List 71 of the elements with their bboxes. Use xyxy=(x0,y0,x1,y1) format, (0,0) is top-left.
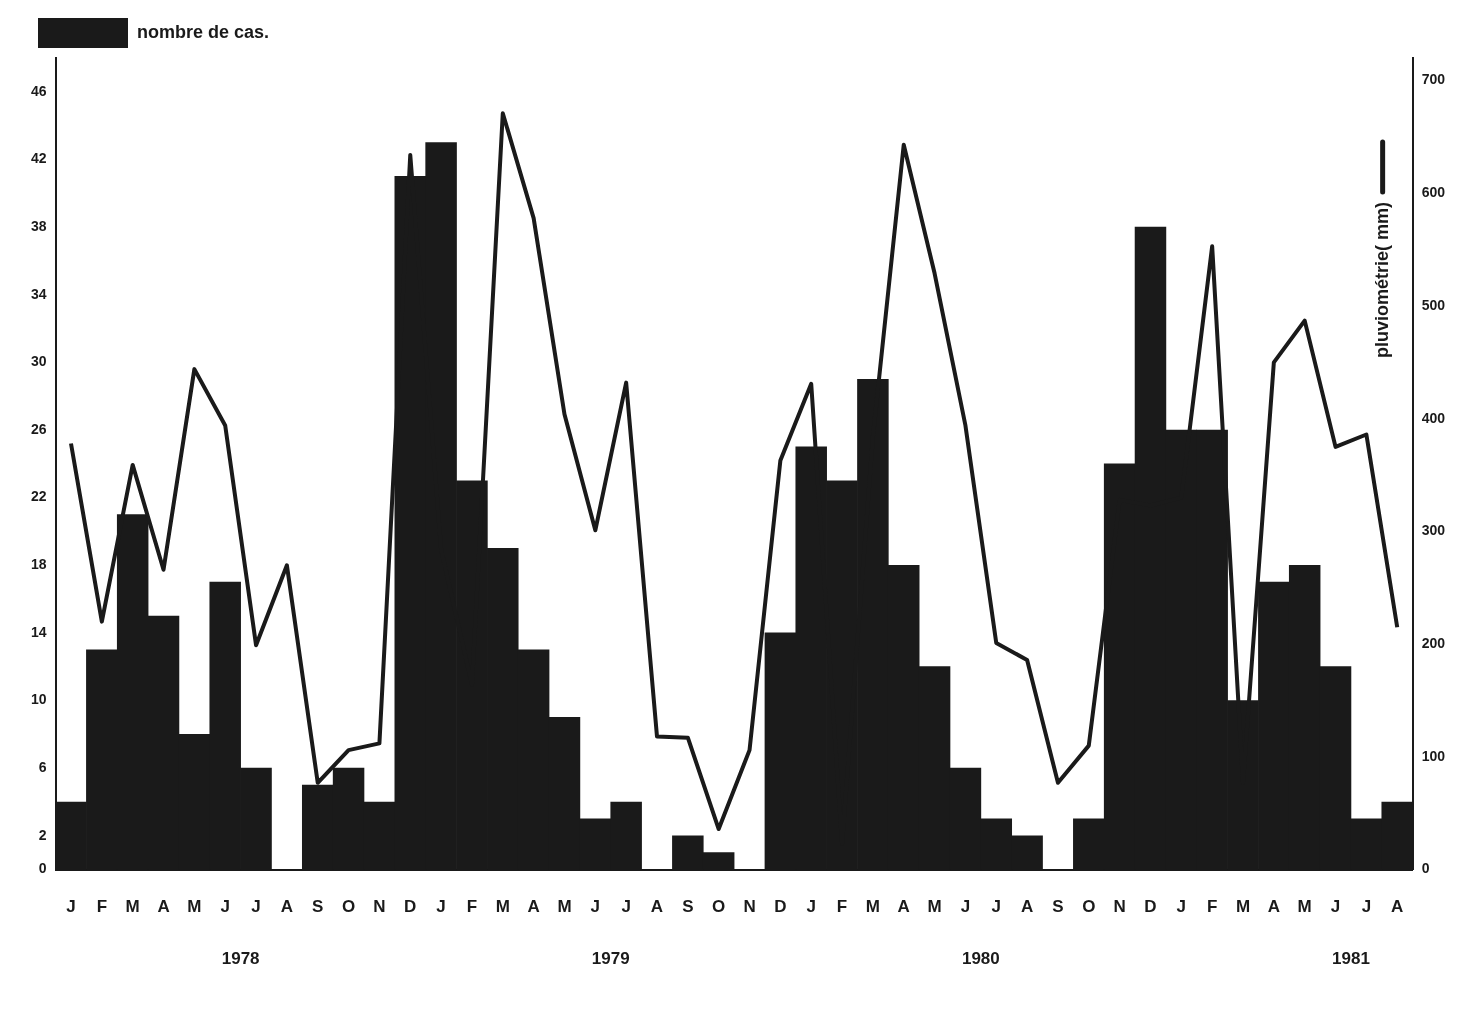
y-tick-label: 10 xyxy=(30,691,47,708)
y-tick-label: 14 xyxy=(30,623,47,640)
y-tick-label: 46 xyxy=(30,82,47,99)
x-tick-label: A xyxy=(1020,897,1034,917)
x-tick-label: M xyxy=(1297,897,1312,917)
x-tick-label: F xyxy=(836,897,848,917)
text: 1981 xyxy=(1332,949,1370,969)
x-tick-label: A xyxy=(1267,897,1280,917)
x-tick-label: J xyxy=(1176,897,1187,917)
x-tick-label: A xyxy=(897,897,910,917)
y2-tick-label: 600 xyxy=(1421,184,1446,201)
x-tick-label: M xyxy=(927,897,942,917)
x-tick-label: F xyxy=(96,897,108,917)
y-tick-label: 26 xyxy=(30,420,47,437)
x-tick-label: M xyxy=(495,897,510,917)
x-tick-label: S xyxy=(312,897,324,917)
x-tick-label: J xyxy=(66,897,76,917)
x-tick-label: J xyxy=(1330,897,1341,917)
x-tick-label: S xyxy=(1052,897,1064,917)
x-tick-label: J xyxy=(806,897,816,917)
x-tick-label: J xyxy=(960,897,971,917)
y-tick-label: 34 xyxy=(30,285,47,302)
y-tick-label: 2 xyxy=(38,826,47,843)
x-tick-label: J xyxy=(621,897,631,917)
x-tick-label: M xyxy=(1235,897,1251,917)
y-tick-label: 18 xyxy=(30,556,47,573)
x-tick-label: D xyxy=(1144,897,1157,917)
y-tick-label: 30 xyxy=(30,353,47,370)
text: 1980 xyxy=(961,949,1000,969)
x-tick-label: N xyxy=(743,897,756,917)
x-tick-label: A xyxy=(280,897,294,917)
x-tick-label: A xyxy=(1391,897,1404,917)
x-tick-label: O xyxy=(712,897,726,917)
x-tick-label: J xyxy=(251,897,261,917)
y2-tick-label: 100 xyxy=(1421,747,1446,764)
y-tick-label: 38 xyxy=(30,217,47,234)
y2-tick-label: 200 xyxy=(1421,635,1446,652)
y-tick-label: 0 xyxy=(38,860,47,877)
x-tick-label: S xyxy=(682,897,694,917)
x-tick-label: J xyxy=(991,897,1001,917)
x-tick-label: D xyxy=(774,897,787,917)
y2-tick-label: 400 xyxy=(1421,409,1446,426)
x-tick-label: F xyxy=(1206,897,1218,917)
y2-tick-label: 0 xyxy=(1421,860,1430,877)
x-tick-label: N xyxy=(1113,897,1126,917)
text: 1978 xyxy=(221,949,260,969)
x-tick-label: M xyxy=(865,897,880,917)
text: 1979 xyxy=(591,949,630,969)
x-tick-label: A xyxy=(527,897,540,917)
x-tick-label: M xyxy=(125,897,140,917)
x-tick-label: J xyxy=(220,897,230,917)
x-tick-label: F xyxy=(466,897,478,917)
x-tick-label: J xyxy=(590,897,601,917)
x-tick-label: M xyxy=(557,897,572,917)
x-tick-label: O xyxy=(1082,897,1096,917)
x-tick-label: J xyxy=(436,897,446,917)
y2-tick-label: 700 xyxy=(1421,71,1446,88)
x-tick-label: N xyxy=(373,897,386,917)
x-tick-label: J xyxy=(1361,897,1372,917)
y-tick-label: 6 xyxy=(38,759,47,776)
legend-label: nombre de cas. xyxy=(137,21,270,42)
y2-axis-title: pluviométrie( mm) xyxy=(1371,201,1392,358)
y2-tick-label: 300 xyxy=(1421,522,1446,539)
x-tick-label: D xyxy=(404,897,417,917)
x-tick-label: M xyxy=(187,897,202,917)
y-tick-label: 22 xyxy=(30,488,47,505)
x-tick-label: A xyxy=(157,897,170,917)
y2-tick-label: 500 xyxy=(1421,296,1446,313)
x-tick-label: A xyxy=(650,897,664,917)
y-tick-label: 42 xyxy=(30,150,47,167)
x-tick-label: O xyxy=(341,897,356,917)
